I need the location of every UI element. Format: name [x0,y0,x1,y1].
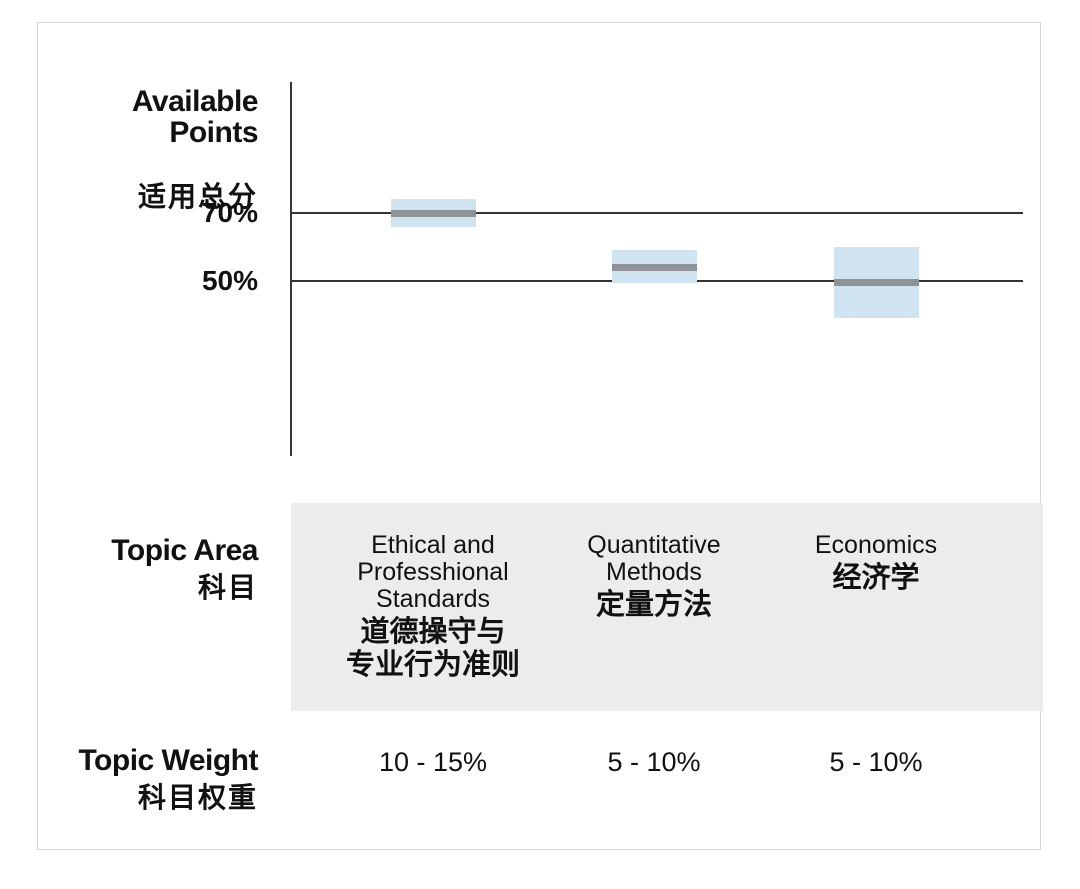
topic-header-3: Economics 经济学 [741,532,1011,595]
topic-header-en: Quantitative Methods [587,531,721,586]
topic-area-label-en: Topic Area [111,534,258,567]
topic-weight-value-3: 5 - 10% [829,747,923,777]
y-axis-title-en: Available Points [131,85,259,149]
topic-header-2: Quantitative Methods 定量方法 [519,532,789,622]
median-bar-3 [833,279,919,287]
y-axis-title-cn: 适用总分 [137,181,258,212]
y-axis-line [290,82,292,456]
topic-weight-row-label: Topic Weight 科目权重 [38,745,258,814]
topic-weight-label-en: Topic Weight [78,744,258,777]
median-bar-2 [611,263,697,271]
topic-header-en: Ethical and Professhional Standards [357,531,509,613]
y-axis-title: Available Points 适用总分 [38,55,259,244]
topic-header-cn: 道德操守与 专业行为准则 [345,616,520,681]
y-tick-label: 50% [201,265,258,296]
topic-area-panel [291,503,1043,711]
topic-header-cn: 定量方法 [595,589,712,621]
topic-header-en: Economics [814,531,938,559]
plot-area: 70% 50% [38,23,1042,503]
median-bar-1 [390,209,476,217]
topic-area-row-label: Topic Area 科目 [38,535,258,604]
topic-weight-value-1: 10 - 15% [378,747,488,777]
topic-weight-label-cn: 科目权重 [137,782,258,813]
topic-header-cn: 经济学 [832,562,920,594]
topic-header-1: Ethical and Professhional Standards 道德操守与… [298,532,568,682]
topic-weight-value-2: 5 - 10% [607,747,701,777]
gridline-70% [290,212,1023,214]
topic-area-label-cn: 科目 [197,572,258,603]
y-tick-label: 70% [201,197,258,228]
chart-card: Available Points 适用总分 70% 50% Topic Area … [37,22,1043,850]
